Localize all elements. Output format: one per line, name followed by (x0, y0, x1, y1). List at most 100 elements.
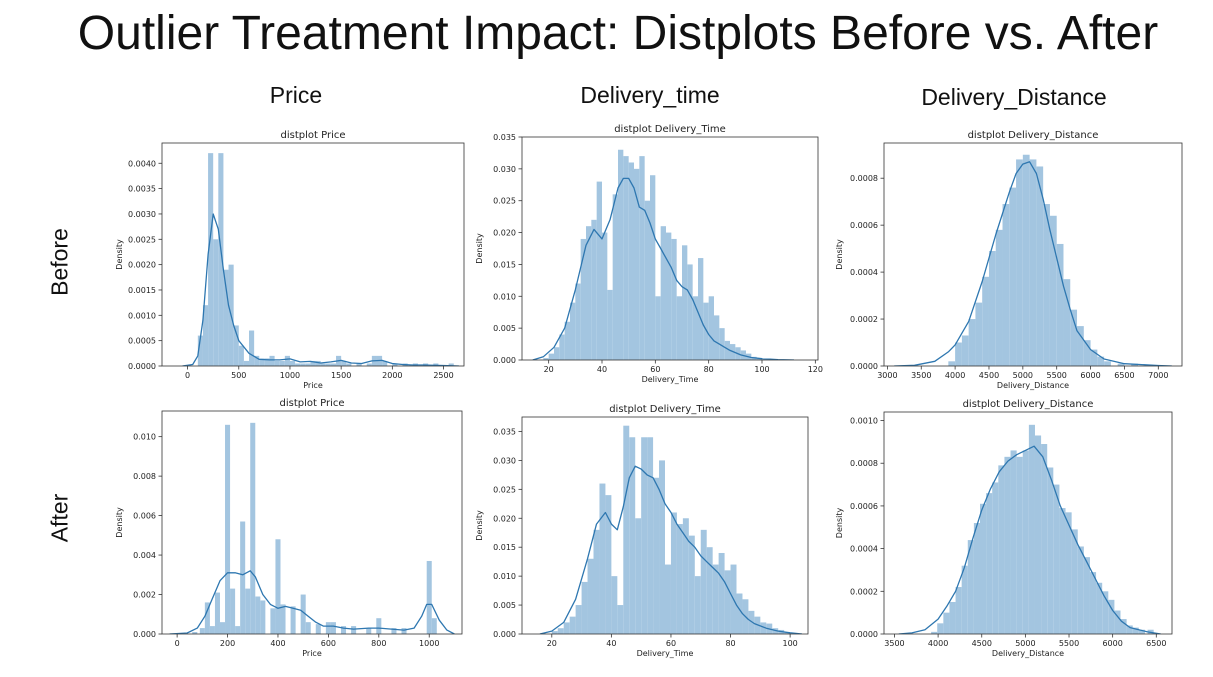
histogram-bar (570, 302, 576, 360)
y-tick-label: 0.000 (133, 630, 156, 639)
column-header-delivery-distance: Delivery_Distance (921, 84, 1107, 110)
histogram-bars (543, 149, 762, 360)
histogram-bars (948, 154, 1138, 366)
histogram-bar (401, 628, 407, 634)
histogram-bar (1126, 625, 1133, 634)
histogram-bar (635, 518, 642, 634)
histogram-bar (1108, 599, 1115, 634)
histogram-bar (1104, 361, 1111, 366)
histogram-bar (1009, 187, 1017, 366)
histogram-bar (1097, 356, 1105, 366)
histogram-bar (760, 622, 767, 634)
y-tick-label: 0.0004 (850, 268, 878, 277)
histogram-bar (660, 226, 666, 360)
histogram-bar (243, 360, 250, 366)
y-axis-label: Density (115, 507, 124, 538)
histogram-bar (973, 523, 980, 634)
kde-line (894, 161, 1172, 366)
histogram-bar (986, 493, 993, 634)
y-tick-label: 0.0008 (850, 174, 878, 183)
x-axis-label: Price (303, 381, 323, 390)
histogram-bar (724, 340, 730, 360)
histogram-bar (961, 335, 969, 366)
histogram-bar (611, 576, 618, 634)
histogram-bar (305, 363, 311, 366)
histogram-bar (219, 622, 226, 634)
histogram-bar (214, 592, 220, 634)
histogram-bar (269, 355, 275, 366)
histogram-bar (587, 558, 594, 634)
histogram-bar (644, 200, 650, 360)
histogram-bar (1002, 204, 1010, 366)
y-tick-label: 0.0035 (128, 185, 156, 194)
histogram-bar (254, 355, 260, 366)
histogram-bar (199, 628, 205, 634)
x-tick-label: 40 (606, 639, 616, 648)
chart-title: distplot Price (281, 130, 346, 141)
y-tick-label: 0.0000 (128, 362, 156, 371)
histogram-bar (235, 626, 241, 634)
histogram-bar (653, 477, 660, 634)
row-label-before: Before (46, 228, 73, 296)
histogram-bar (575, 283, 581, 360)
histogram-bar (694, 576, 701, 634)
histogram-bar (714, 315, 720, 360)
histogram-bar (249, 330, 255, 366)
kde-line (169, 570, 455, 634)
histogram-bar (706, 547, 713, 634)
x-tick-label: 600 (321, 639, 336, 648)
histogram-bar (218, 153, 224, 366)
histogram-bar (1056, 243, 1064, 366)
histogram-bar (341, 360, 347, 366)
histogram-bar (967, 540, 974, 634)
histogram-bars (931, 424, 1154, 634)
histogram-bar (382, 360, 388, 366)
column-header-delivery-time: Delivery_time (580, 82, 720, 108)
y-tick-label: 0.002 (133, 591, 156, 600)
y-axis-label: Density (475, 233, 484, 264)
y-tick-label: 0.005 (493, 601, 516, 610)
histogram-bar (559, 334, 565, 360)
y-tick-label: 0.025 (493, 485, 516, 494)
y-tick-label: 0.0010 (850, 417, 878, 426)
x-tick-label: 5500 (1059, 639, 1079, 648)
histogram-bar (581, 581, 588, 634)
slide-title: Outlier Treatment Impact: Distplots Befo… (77, 7, 1159, 60)
histogram-bar (593, 529, 600, 634)
x-tick-label: 6000 (1102, 639, 1122, 648)
row-label-after: After (46, 493, 73, 543)
histogram-bar (1102, 591, 1109, 634)
chart-after-delivery-time: 20 40 60 80 100 0.000 0.005 0.010 0.015 0.020 0.02… (470, 392, 816, 662)
histogram-bar (992, 482, 999, 634)
y-tick-label: 0.000 (493, 356, 516, 365)
histogram-bar (240, 521, 246, 634)
x-tick-label: 2500 (433, 371, 453, 380)
histogram-bar (564, 321, 570, 360)
y-axis-label: Density (475, 510, 484, 541)
y-tick-label: 0.0006 (850, 221, 878, 230)
y-axis-label: Density (835, 508, 844, 539)
histogram-bar (641, 437, 648, 634)
histogram-bar (392, 363, 398, 366)
y-tick-label: 0.0000 (850, 630, 878, 639)
x-tick-label: 6500 (1114, 371, 1134, 380)
x-tick-label: 3500 (884, 639, 904, 648)
histogram-bar (366, 363, 372, 366)
y-tick-label: 0.020 (493, 514, 516, 523)
x-tick-label: 6500 (1146, 639, 1166, 648)
histogram-bar (320, 363, 326, 366)
y-tick-label: 0.0020 (128, 261, 156, 270)
histogram-bar (931, 631, 938, 634)
histogram-bar (554, 347, 560, 360)
chart-title: distplot Price (280, 398, 345, 409)
histogram-bar (665, 564, 671, 634)
chart-after-price: 0 200 400 600 800 1000 0.000 0.002 0.004 0.006 0.0… (110, 392, 470, 662)
histogram-bar (250, 422, 256, 634)
y-tick-label: 0.025 (493, 197, 516, 206)
kde-line (532, 177, 795, 360)
histogram-bar (596, 181, 602, 360)
histogram-bar (325, 622, 331, 634)
histogram-bar (260, 600, 266, 634)
histogram-bar (330, 363, 337, 366)
x-tick-label: 100 (782, 639, 797, 648)
